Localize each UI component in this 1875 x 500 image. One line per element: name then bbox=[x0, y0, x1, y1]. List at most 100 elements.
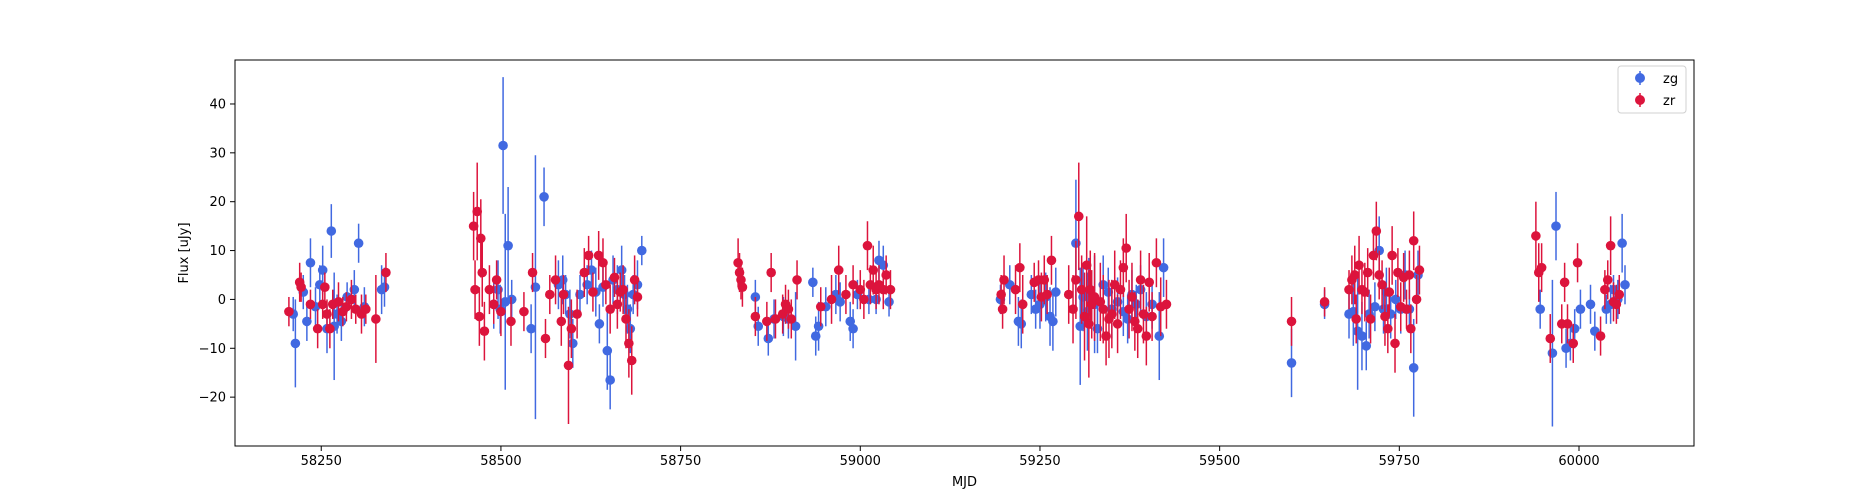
data-point-zr bbox=[491, 275, 502, 285]
data-point-zr bbox=[361, 304, 371, 314]
data-point-zg bbox=[594, 319, 605, 329]
data-point-zg bbox=[1575, 304, 1586, 314]
data-point-zg bbox=[379, 282, 390, 293]
data-point-zr bbox=[1081, 260, 1092, 271]
data-point-zr bbox=[1387, 250, 1397, 261]
data-point-zr bbox=[593, 250, 604, 261]
data-point-zg bbox=[636, 245, 647, 256]
data-point-zr bbox=[786, 314, 797, 324]
data-point-zr bbox=[841, 289, 851, 300]
data-point-zr bbox=[1406, 323, 1416, 334]
data-point-zr bbox=[1408, 235, 1419, 246]
legend-zr-marker bbox=[1635, 95, 1645, 105]
data-point-zr bbox=[333, 297, 344, 307]
data-point-zg bbox=[835, 297, 845, 307]
data-point-zr bbox=[566, 323, 577, 334]
data-point-zr bbox=[1536, 262, 1547, 273]
data-point-zg bbox=[498, 140, 508, 151]
data-point-zg bbox=[884, 297, 894, 307]
data-point-zg bbox=[625, 323, 636, 334]
data-point-zr bbox=[1017, 299, 1028, 310]
data-point-zg bbox=[1050, 287, 1061, 297]
axes-frame bbox=[234, 59, 1695, 447]
data-point-zr bbox=[626, 355, 637, 366]
data-point-zg bbox=[616, 265, 627, 275]
data-point-zr bbox=[997, 304, 1008, 314]
x-tick-label: 58750 bbox=[660, 454, 701, 469]
data-point-zr bbox=[605, 304, 615, 314]
data-point-zg bbox=[1286, 358, 1297, 368]
x-tick-label: 59500 bbox=[1199, 454, 1240, 469]
data-point-zr bbox=[312, 323, 323, 334]
data-point-zr bbox=[833, 265, 844, 275]
data-point-zr bbox=[583, 250, 594, 261]
data-point-zr bbox=[1365, 314, 1376, 324]
x-axis-label: MJD bbox=[952, 475, 977, 490]
data-point-zg bbox=[1016, 319, 1027, 329]
data-point-zg bbox=[763, 333, 774, 344]
data-point-zr bbox=[762, 316, 772, 327]
legend-zg-marker bbox=[1635, 73, 1645, 83]
data-point-zr bbox=[598, 257, 608, 268]
data-point-zr bbox=[1046, 255, 1057, 266]
data-point-zr bbox=[506, 316, 516, 327]
data-point-zr bbox=[470, 284, 480, 295]
data-point-zr bbox=[1141, 331, 1152, 341]
data-point-zr bbox=[1144, 277, 1155, 288]
data-point-zr bbox=[1063, 289, 1074, 300]
data-point-zg bbox=[1361, 341, 1372, 351]
data-point-zr bbox=[284, 306, 294, 317]
data-point-zr bbox=[1151, 257, 1162, 268]
data-point-zr bbox=[1562, 319, 1573, 329]
data-point-zr bbox=[1132, 323, 1143, 334]
x-axis-ticks: 58250 58500 58750 59000 59250 59500 59750 60000 bbox=[301, 446, 1600, 469]
data-point-zg bbox=[305, 257, 316, 268]
x-tick-label: 59250 bbox=[1019, 454, 1060, 469]
data-point-zr bbox=[1147, 311, 1157, 322]
data-point-zr bbox=[1073, 211, 1084, 222]
x-tick-label: 58500 bbox=[480, 454, 521, 469]
y-tick-label: 20 bbox=[209, 195, 226, 210]
data-point-zr bbox=[1414, 265, 1425, 275]
data-point-zr bbox=[484, 284, 495, 295]
data-point-zr bbox=[527, 267, 538, 278]
data-point-zr bbox=[1531, 231, 1541, 241]
data-point-zg bbox=[1158, 262, 1169, 273]
x-tick-label: 59000 bbox=[840, 454, 881, 469]
data-point-zg bbox=[1585, 299, 1596, 310]
data-point-zr bbox=[572, 309, 582, 319]
data-point-zg bbox=[302, 316, 312, 327]
data-point-zg bbox=[1569, 323, 1580, 334]
data-point-zr bbox=[1010, 284, 1021, 295]
y-tick-label: 0 bbox=[218, 293, 226, 308]
plot-area: 58250 58500 58750 59000 59250 59500 59750 60000… bbox=[199, 59, 1695, 469]
y-tick-label: 30 bbox=[209, 146, 226, 161]
data-point-zr bbox=[826, 294, 837, 305]
data-point-zg bbox=[1547, 348, 1558, 358]
data-point-zg bbox=[317, 265, 328, 275]
data-point-zr bbox=[999, 275, 1009, 285]
data-point-zr bbox=[320, 282, 330, 293]
data-point-zr bbox=[1286, 316, 1297, 327]
data-point-zr bbox=[371, 314, 381, 324]
data-point-zr bbox=[885, 284, 896, 295]
data-point-zr bbox=[317, 299, 328, 310]
data-point-zr bbox=[1411, 294, 1422, 305]
data-point-zg bbox=[848, 323, 858, 334]
legend-zr-label: zr bbox=[1663, 94, 1676, 109]
data-point-zr bbox=[1349, 270, 1360, 280]
y-axis-ticks: −20 −10 0 10 20 30 40 bbox=[199, 97, 235, 406]
data-point-zr bbox=[474, 311, 485, 322]
data-point-zr bbox=[766, 267, 776, 278]
data-point-zg bbox=[605, 375, 615, 385]
data-point-zr bbox=[346, 294, 357, 305]
data-point-zr bbox=[477, 267, 488, 278]
data-point-zg bbox=[1035, 299, 1045, 310]
data-point-zg bbox=[1617, 238, 1627, 249]
data-point-zr bbox=[558, 289, 569, 300]
data-point-zr bbox=[1377, 279, 1387, 290]
data-point-zr bbox=[381, 267, 391, 278]
data-point-zr bbox=[544, 289, 555, 300]
data-point-zr bbox=[1112, 319, 1123, 329]
